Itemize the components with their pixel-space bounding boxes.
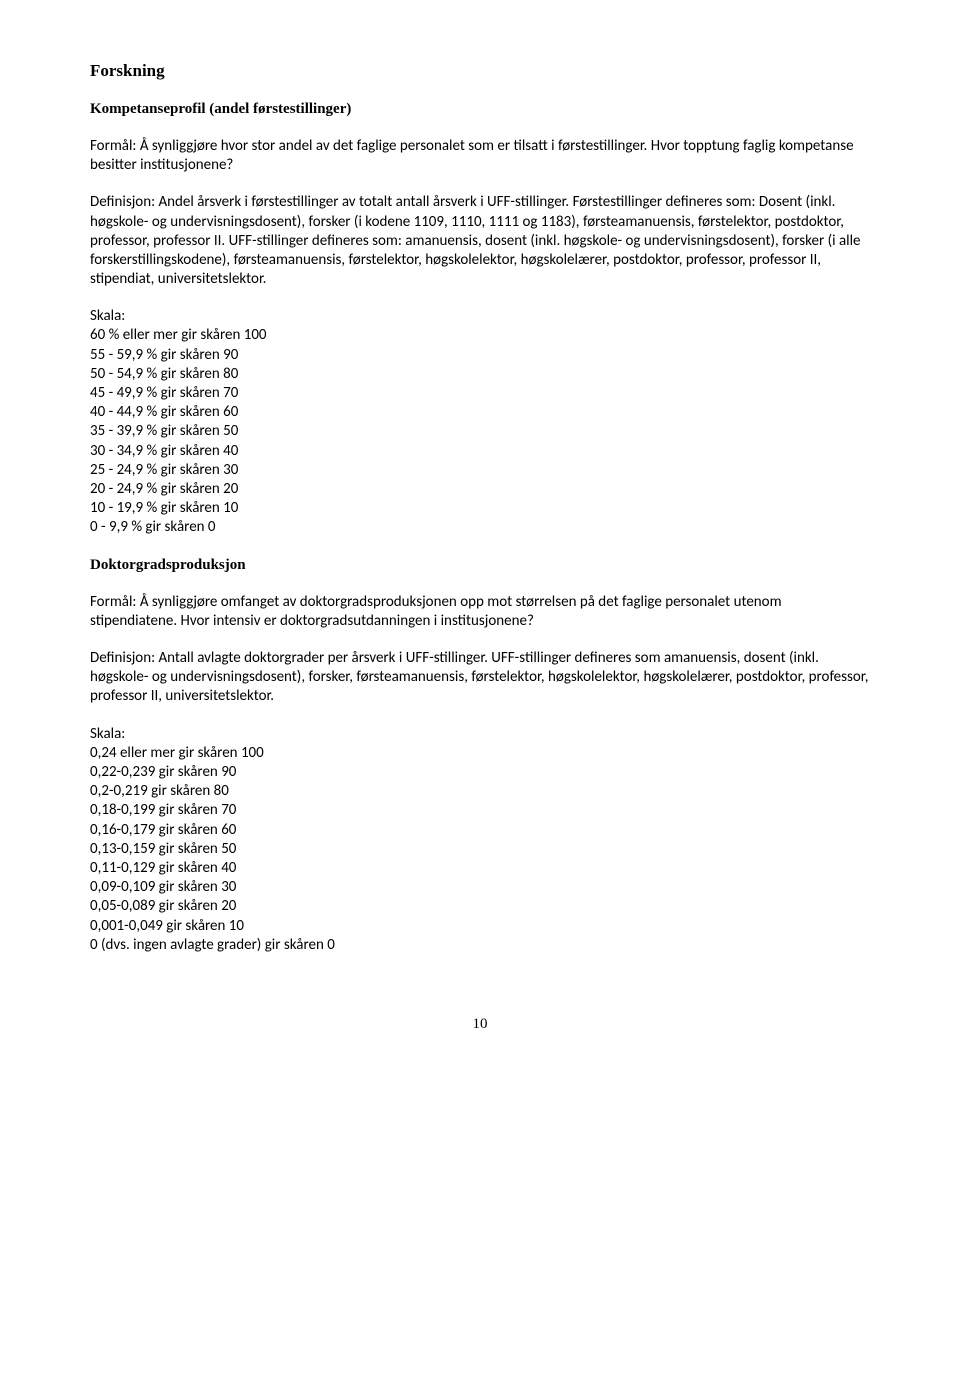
skala-item: 0,16-0,179 gir skåren 60 bbox=[90, 821, 870, 840]
skala-item: 30 - 34,9 % gir skåren 40 bbox=[90, 442, 870, 461]
skala-item: 0,2-0,219 gir skåren 80 bbox=[90, 782, 870, 801]
heading-forskning: Forskning bbox=[90, 60, 870, 82]
skala-item: 0,18-0,199 gir skåren 70 bbox=[90, 801, 870, 820]
skala-label: Skala: bbox=[90, 725, 870, 744]
document-page: Forskning Kompetanseprofil (andel første… bbox=[0, 0, 960, 1074]
paragraph-formal-2: Formål: Å synliggjøre omfanget av doktor… bbox=[90, 593, 870, 631]
skala-item: 0 (dvs. ingen avlagte grader) gir skåren… bbox=[90, 936, 870, 955]
skala-item: 0,13-0,159 gir skåren 50 bbox=[90, 840, 870, 859]
page-number: 10 bbox=[90, 1015, 870, 1034]
skala-item: 35 - 39,9 % gir skåren 50 bbox=[90, 422, 870, 441]
skala-item: 0,22-0,239 gir skåren 90 bbox=[90, 763, 870, 782]
skala-item: 60 % eller mer gir skåren 100 bbox=[90, 326, 870, 345]
skala-block-2: Skala: 0,24 eller mer gir skåren 100 0,2… bbox=[90, 725, 870, 955]
skala-item: 0,24 eller mer gir skåren 100 bbox=[90, 744, 870, 763]
skala-item: 40 - 44,9 % gir skåren 60 bbox=[90, 403, 870, 422]
skala-block-1: Skala: 60 % eller mer gir skåren 100 55 … bbox=[90, 307, 870, 537]
skala-item: 0,09-0,109 gir skåren 30 bbox=[90, 878, 870, 897]
paragraph-formal-1: Formål: Å synliggjøre hvor stor andel av… bbox=[90, 137, 870, 175]
skala-item: 20 - 24,9 % gir skåren 20 bbox=[90, 480, 870, 499]
skala-item: 0,001-0,049 gir skåren 10 bbox=[90, 917, 870, 936]
skala-item: 55 - 59,9 % gir skåren 90 bbox=[90, 346, 870, 365]
heading-doktorgradsproduksjon: Doktorgradsproduksjon bbox=[90, 556, 870, 575]
paragraph-definisjon-2: Definisjon: Antall avlagte doktorgrader … bbox=[90, 649, 870, 707]
skala-item: 45 - 49,9 % gir skåren 70 bbox=[90, 384, 870, 403]
heading-kompetanseprofil: Kompetanseprofil (andel førstestillinger… bbox=[90, 100, 870, 119]
skala-item: 0 - 9,9 % gir skåren 0 bbox=[90, 518, 870, 537]
skala-item: 0,05-0,089 gir skåren 20 bbox=[90, 897, 870, 916]
skala-item: 25 - 24,9 % gir skåren 30 bbox=[90, 461, 870, 480]
skala-item: 0,11-0,129 gir skåren 40 bbox=[90, 859, 870, 878]
skala-item: 10 - 19,9 % gir skåren 10 bbox=[90, 499, 870, 518]
paragraph-definisjon-1: Definisjon: Andel årsverk i førstestilli… bbox=[90, 193, 870, 289]
skala-item: 50 - 54,9 % gir skåren 80 bbox=[90, 365, 870, 384]
skala-label: Skala: bbox=[90, 307, 870, 326]
